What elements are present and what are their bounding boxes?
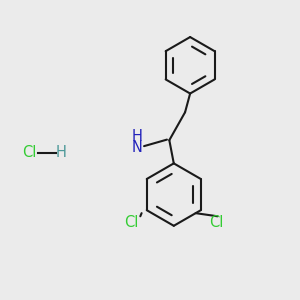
- Text: Cl: Cl: [22, 146, 37, 160]
- Text: N: N: [132, 140, 143, 155]
- Text: Cl: Cl: [124, 215, 139, 230]
- Text: H: H: [56, 146, 66, 160]
- Text: H: H: [132, 129, 143, 144]
- Text: Cl: Cl: [209, 215, 223, 230]
